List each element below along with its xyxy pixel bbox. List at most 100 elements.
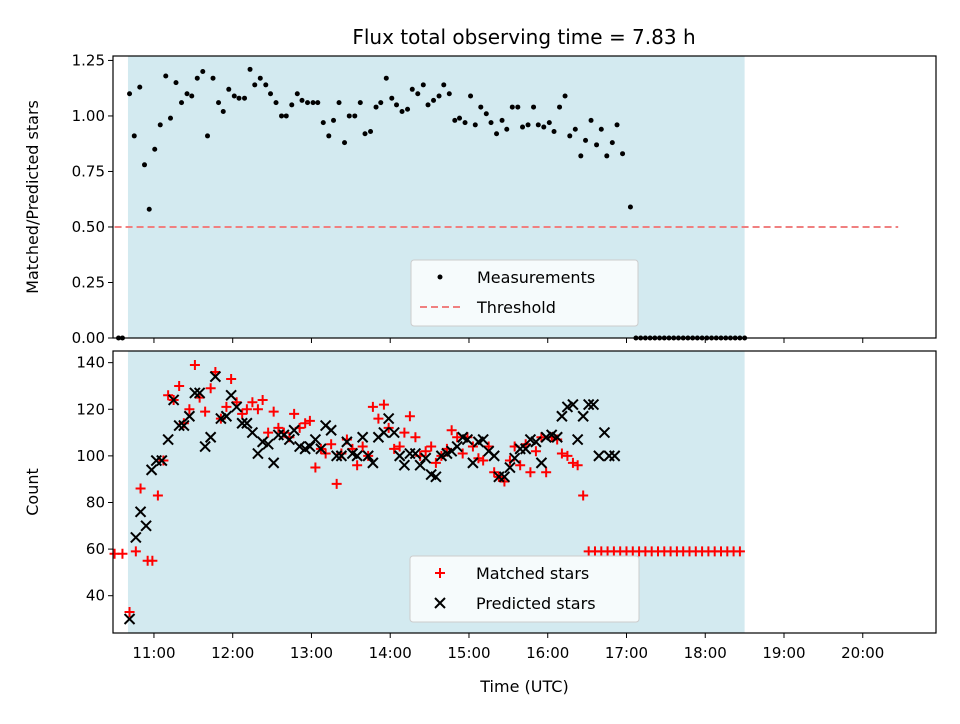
measurement-point <box>567 133 573 139</box>
matched-star-point <box>378 399 389 410</box>
measurement-point <box>452 117 458 123</box>
measurement-point <box>457 115 463 121</box>
measurement-point <box>520 124 526 130</box>
ratio-panel-frame <box>112 55 937 339</box>
x-tick-label: 12:00 <box>211 644 254 662</box>
predicted-star-point <box>145 464 158 476</box>
matched-star-point <box>174 380 185 391</box>
matched-star-point <box>268 406 279 417</box>
count-legend: Matched stars Predicted stars <box>409 555 640 623</box>
measurement-point <box>236 95 242 101</box>
measurement-point <box>594 142 600 148</box>
y-tick-label: 0.50 <box>72 218 105 236</box>
predicted-star-point <box>341 436 353 448</box>
y-tick-label: 40 <box>86 587 105 605</box>
measurement-point <box>231 93 237 99</box>
ratio-legend: Measurements Threshold <box>410 259 639 327</box>
matched-star-point <box>326 439 337 450</box>
measurement-point <box>609 140 615 146</box>
matched-star-point <box>452 432 463 443</box>
measurement-point <box>583 137 589 143</box>
predicted-star-point <box>267 457 280 469</box>
measurement-point <box>436 93 442 99</box>
matched-star-point <box>331 478 342 489</box>
matched-star-point <box>247 397 258 408</box>
matched-star-point <box>257 394 268 405</box>
predicted-star-point <box>173 419 185 432</box>
predicted-star-point <box>598 426 611 439</box>
predicted-star-point <box>535 457 548 469</box>
predicted-star-point <box>178 419 190 432</box>
predicted-star-point <box>167 394 180 406</box>
matched-star-point <box>525 467 536 478</box>
predicted-star-point <box>567 398 579 411</box>
matched-stars-legend-label: Matched stars <box>476 564 589 583</box>
y-tick-label: 1.25 <box>72 51 105 69</box>
measurement-point <box>189 93 195 99</box>
measurements-legend-label: Measurements <box>477 268 595 287</box>
measurement-point <box>614 122 620 128</box>
predicted-star-point <box>582 398 595 411</box>
measurement-point <box>425 102 431 108</box>
measurements-series <box>116 66 748 341</box>
predicted-star-point <box>351 450 363 462</box>
matched-star-point <box>117 548 128 559</box>
measurement-point <box>194 75 200 81</box>
ratio-y-axis-label: Matched/Predicted stars <box>23 100 42 294</box>
measurement-point <box>541 124 547 130</box>
measurement-point <box>289 102 295 108</box>
x-tick-label: 19:00 <box>762 644 805 662</box>
x-tick-label: 20:00 <box>841 644 884 662</box>
predicted-stars-series <box>123 370 621 625</box>
measurement-point <box>326 133 332 139</box>
measurement-point <box>389 95 395 101</box>
matched-star-point <box>163 390 174 401</box>
y-tick-label: 140 <box>76 354 105 372</box>
x-tick-label: 16:00 <box>526 644 569 662</box>
matched-star-point <box>446 425 457 436</box>
y-tick-label: 0.75 <box>72 162 105 180</box>
measurement-point <box>179 100 185 106</box>
measurement-point <box>163 73 169 79</box>
measurement-point <box>142 162 148 168</box>
matched-star-point <box>221 401 232 412</box>
predicted-star-point <box>140 520 152 532</box>
measurement-point <box>551 128 557 134</box>
y-tick-label: 60 <box>86 540 105 558</box>
matched-star-point <box>158 455 169 466</box>
predicted-star-point <box>309 433 322 446</box>
count-legend-box <box>409 555 640 623</box>
predicted-star-point <box>382 412 395 425</box>
matched-star-point <box>147 555 158 566</box>
predicted-star-point <box>335 450 348 462</box>
measurement-point <box>294 91 300 97</box>
matched-star-point <box>357 441 368 452</box>
measurement-point <box>431 97 437 103</box>
predicted-star-point <box>288 424 300 436</box>
predicted-star-point <box>414 459 426 471</box>
predicted-star-point <box>519 443 532 455</box>
chart-title: Flux total observing time = 7.83 h <box>352 25 695 49</box>
predicted-star-point <box>204 431 217 443</box>
predicted-star-point <box>123 613 136 625</box>
predicted-star-point <box>304 440 316 453</box>
measurement-point <box>535 122 541 128</box>
predicted-star-point <box>388 426 400 439</box>
matched-star-point <box>241 404 252 415</box>
predicted-star-point <box>246 426 259 439</box>
measurement-point <box>252 82 258 88</box>
count-panel: 40 60 80 100 120 140 11:00 12:00 13:00 14:00 15:0… <box>23 350 937 696</box>
matched-star-point <box>404 411 415 422</box>
predicted-star-point <box>162 433 174 446</box>
predicted-star-point <box>587 398 600 411</box>
measurement-point <box>137 84 143 90</box>
measurement-point <box>420 82 426 88</box>
predicted-star-point <box>236 417 248 429</box>
predicted-star-point <box>262 438 274 450</box>
measurement-point <box>357 100 363 106</box>
measurement-point <box>205 133 211 139</box>
predicted-star-point <box>551 431 563 443</box>
y-tick-label: 120 <box>76 400 105 418</box>
matched-star-point <box>184 404 195 415</box>
